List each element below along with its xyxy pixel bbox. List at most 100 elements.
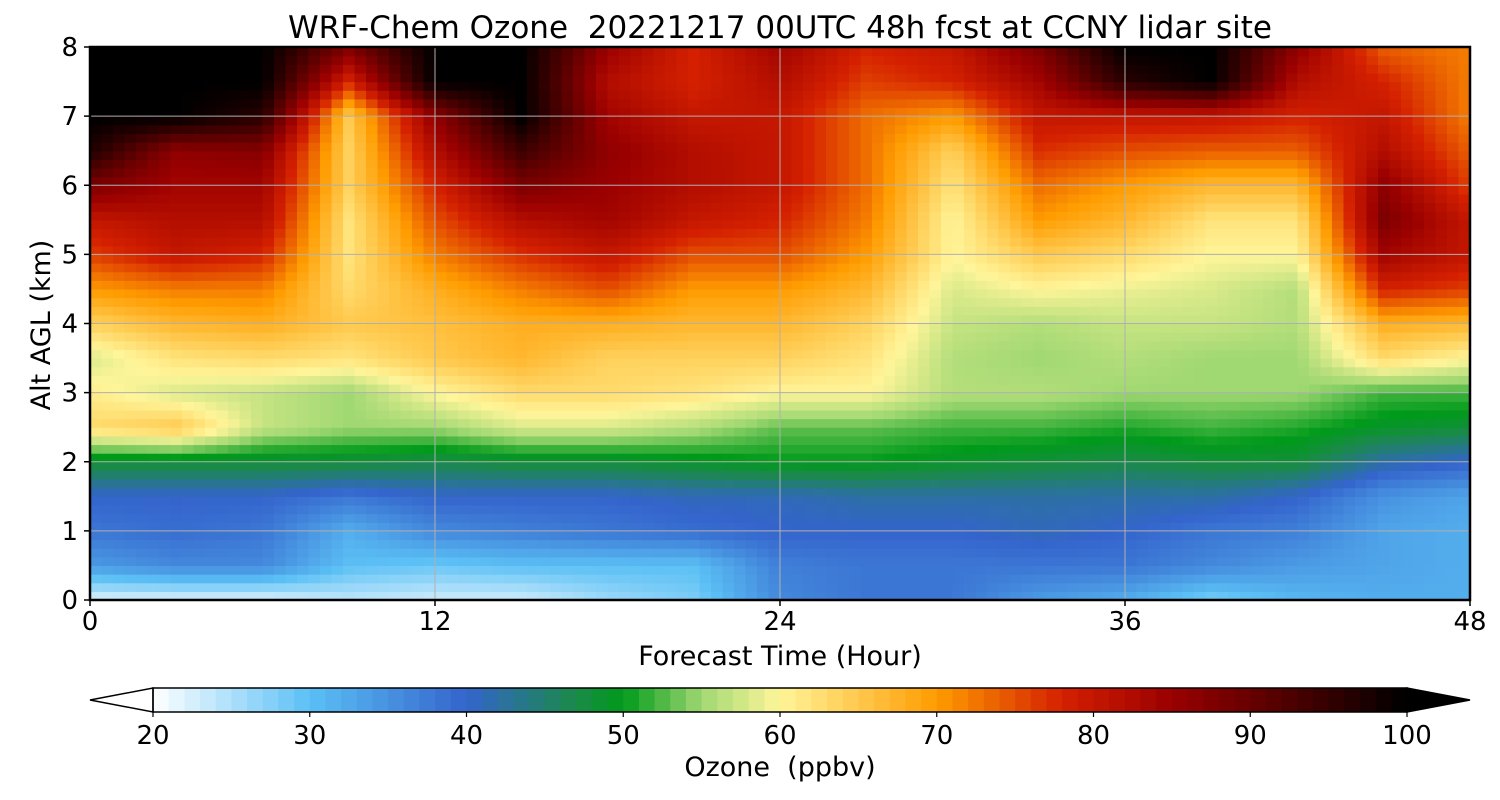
heatmap-cell [607,435,620,446]
heatmap-cell [918,116,931,126]
heatmap-cell [239,64,252,74]
heatmap-cell [481,107,494,117]
heatmap-cell [837,470,850,480]
heatmap-cell [216,176,229,186]
heatmap-cell [423,435,436,446]
heatmap-cell [918,150,931,160]
heatmap-cell [895,470,908,480]
heatmap-cell [734,340,747,351]
heatmap-cell [101,90,114,100]
heatmap-cell [722,401,735,411]
heatmap-cell [711,487,724,497]
heatmap-cell [630,409,643,420]
heatmap-cell [561,55,574,65]
heatmap-cell [711,435,724,446]
heatmap-cell [780,461,793,471]
heatmap-cell [170,306,183,316]
heatmap-cell [906,574,919,584]
heatmap-cell [228,323,241,333]
heatmap-cell [389,556,402,567]
heatmap-cell [745,237,758,247]
heatmap-cell [860,306,873,316]
heatmap-cell [366,366,379,376]
heatmap-cell [665,349,678,359]
heatmap-cell [251,211,264,221]
heatmap-cell [159,565,172,575]
heatmap-cell [734,522,747,532]
heatmap-cell [481,591,494,600]
heatmap-cell [573,254,586,264]
heatmap-cell [734,271,747,281]
heatmap-cell [780,349,793,359]
heatmap-cell [239,90,252,100]
heatmap-cell [504,297,517,307]
heatmap-cell [780,133,793,143]
heatmap-cell [975,219,988,230]
heatmap-cell [400,55,413,65]
heatmap-cell [803,444,816,454]
heatmap-cell [665,193,678,204]
heatmap-cell [596,358,609,368]
heatmap-cell [665,401,678,411]
heatmap-cell [699,219,712,230]
heatmap-cell [423,556,436,567]
heatmap-cell [435,107,448,117]
heatmap-cell [182,254,195,264]
heatmap-cell [780,332,793,342]
heatmap-cell [734,142,747,152]
heatmap-cell [630,496,643,506]
heatmap-cell [860,150,873,160]
heatmap-cell [791,185,804,195]
heatmap-cell [745,461,758,471]
heatmap-cell [101,245,114,255]
heatmap-cell [262,81,275,91]
heatmap-cell [653,142,666,152]
heatmap-cell [435,167,448,178]
heatmap-cell [504,383,517,394]
heatmap-cell [446,401,459,411]
heatmap-cell [642,409,655,420]
heatmap-cell [412,461,425,471]
heatmap-cell [895,409,908,420]
heatmap-cell [446,64,459,74]
heatmap-cell [124,383,137,394]
heatmap-cell [458,435,471,446]
heatmap-cell [377,409,390,420]
heatmap-cell [251,530,264,541]
heatmap-cell [423,185,436,195]
heatmap-cell [239,392,252,402]
heatmap-cell [113,90,126,100]
heatmap-cell [653,383,666,394]
heatmap-cell [136,98,149,109]
heatmap-cell [423,237,436,247]
heatmap-cell [515,496,528,506]
heatmap-cell [780,64,793,74]
heatmap-cell [550,513,563,523]
heatmap-cell [308,461,321,471]
heatmap-cell [538,401,551,411]
heatmap-cell [791,124,804,135]
heatmap-cell [458,522,471,532]
heatmap-cell [400,176,413,186]
heatmap-cell [734,167,747,178]
heatmap-cell [964,314,977,325]
heatmap-cell [343,375,356,385]
heatmap-cell [251,228,264,238]
heatmap-cell [619,453,632,463]
heatmap-cell [159,513,172,523]
heatmap-cell [182,81,195,91]
heatmap-cell [573,591,586,600]
heatmap-cell [377,453,390,463]
heatmap-cell [906,64,919,74]
heatmap-cell [826,150,839,160]
heatmap-cell [504,280,517,290]
heatmap-cell [550,582,563,592]
heatmap-cell [757,565,770,575]
heatmap-cell [538,513,551,523]
heatmap-cell [791,496,804,506]
heatmap-cell [768,237,781,247]
heatmap-cell [458,288,471,299]
heatmap-cell [791,332,804,342]
heatmap-cell [389,150,402,160]
heatmap-cell [262,237,275,247]
